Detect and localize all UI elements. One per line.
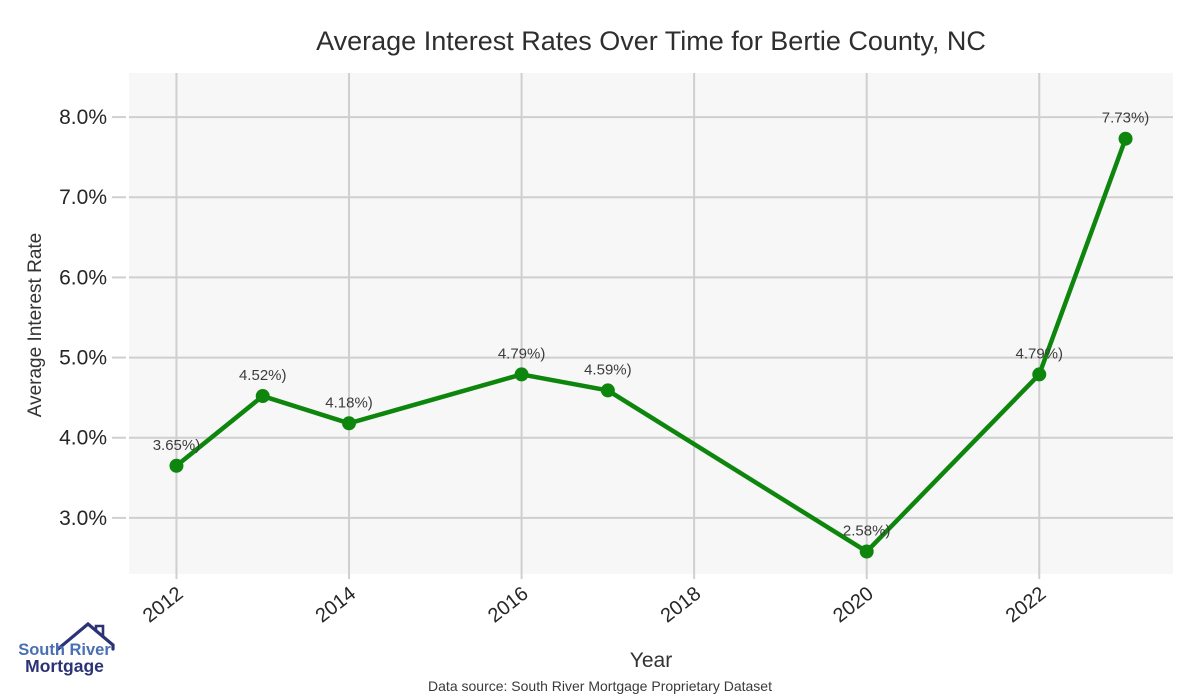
data-point-2013 — [255, 389, 270, 404]
x-tick-label: 2018 — [657, 583, 706, 628]
chimney-icon — [94, 624, 105, 639]
logo-text-line2: Mortgage — [25, 656, 104, 676]
south-river-mortgage-logo: South River Mortgage — [18, 621, 115, 676]
data-point-2020 — [859, 544, 874, 559]
data-point-label-2016: 4.79%) — [498, 345, 546, 362]
data-point-label-2012: 3.65%) — [153, 437, 201, 454]
x-tick-label: 2022 — [1002, 583, 1051, 628]
data-point-label-2013: 4.52%) — [239, 367, 287, 384]
x-tick-label: 2016 — [484, 583, 533, 628]
x-tick-label: 2014 — [311, 583, 360, 628]
data-point-label-2023: 7.73%) — [1102, 110, 1150, 127]
plot-area — [129, 73, 1173, 574]
data-point-label-2014: 4.18%) — [325, 394, 373, 411]
chart-title: Average Interest Rates Over Time for Ber… — [316, 26, 986, 56]
data-point-label-2022: 4.79%) — [1015, 345, 1063, 362]
x-tick-label: 2012 — [139, 583, 188, 628]
x-tick-label: 2020 — [829, 583, 878, 628]
data-point-2022 — [1032, 367, 1047, 382]
data-point-label-2017: 4.59%) — [584, 361, 632, 378]
y-tick-label: 3.0% — [59, 507, 107, 530]
y-tick-label: 4.0% — [59, 427, 107, 450]
data-point-2016 — [514, 367, 529, 382]
data-point-label-2020: 2.58%) — [843, 523, 891, 540]
y-tick-label: 8.0% — [59, 106, 107, 129]
y-tick-label: 5.0% — [59, 347, 107, 370]
logo-text-line1: South River — [18, 641, 111, 659]
y-tick-label: 6.0% — [59, 266, 107, 289]
data-point-2023 — [1118, 131, 1133, 146]
y-tick-label: 7.0% — [59, 186, 107, 209]
y-axis-title: Average Interest Rate — [25, 232, 46, 418]
house-roof-icon — [56, 621, 115, 651]
data-point-2017 — [600, 383, 615, 398]
data-point-2012 — [169, 458, 184, 473]
data-point-2014 — [342, 416, 357, 431]
data-source-caption: Data source: South River Mortgage Propri… — [428, 678, 772, 694]
x-axis-title: Year — [629, 649, 673, 672]
interest-rate-line — [174, 136, 1128, 554]
